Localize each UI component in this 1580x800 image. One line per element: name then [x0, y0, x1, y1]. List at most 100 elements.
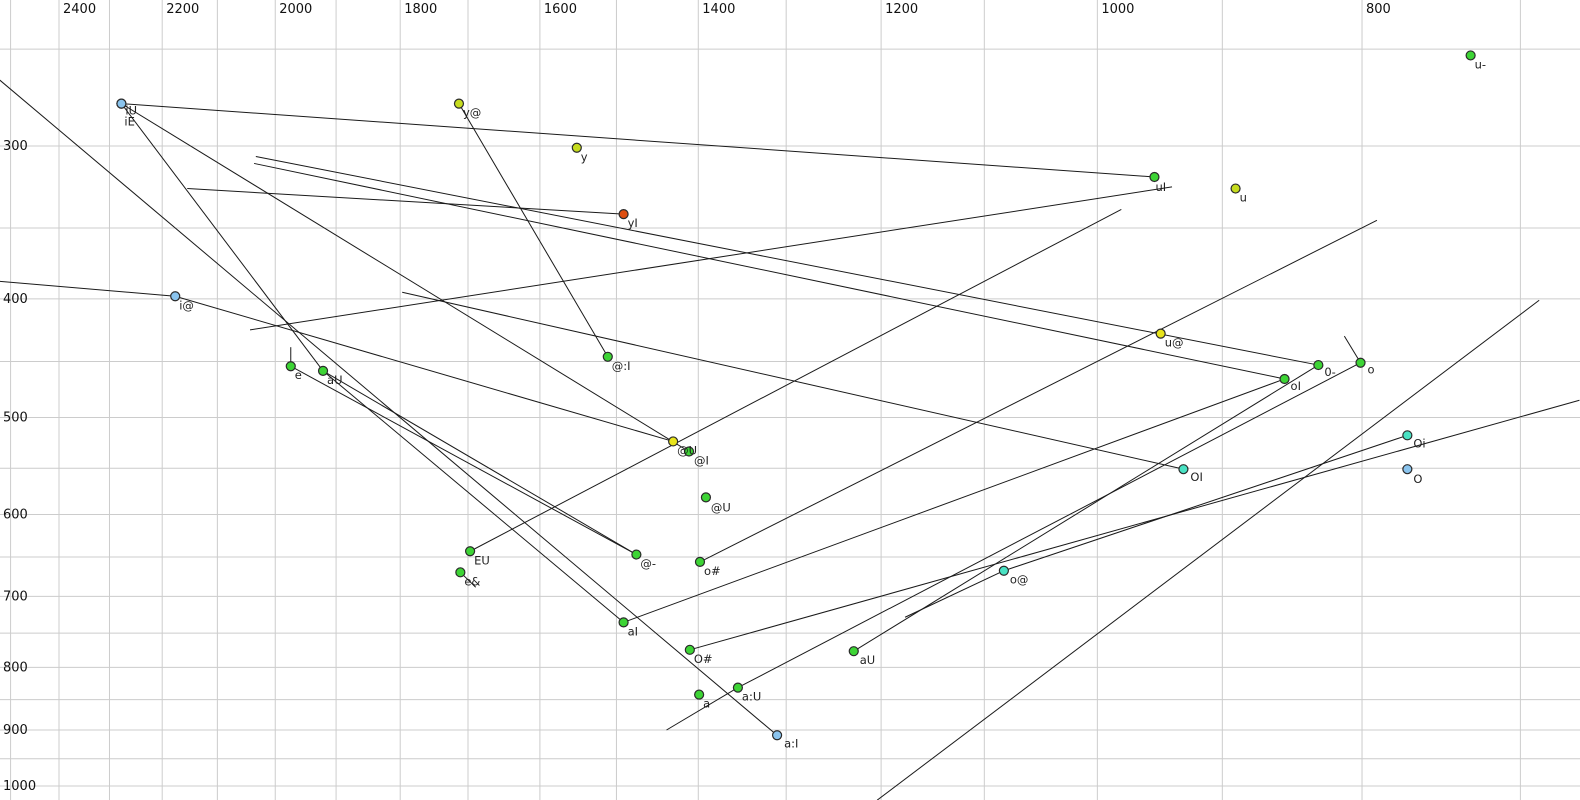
vowel-point-o#[interactable] — [694, 556, 706, 567]
vowel-point-O[interactable] — [1402, 464, 1413, 475]
vowel-label-O#: O# — [694, 652, 713, 666]
trajectory-line — [689, 399, 1580, 651]
trajectory-line — [175, 295, 674, 442]
vowel-point-u[interactable] — [1230, 183, 1241, 194]
vowel-label-iE: iE — [124, 115, 134, 129]
trajectory-line — [290, 365, 637, 555]
vowel-label-EU: EU — [474, 553, 490, 567]
vowel-point-y@[interactable] — [453, 98, 465, 109]
vowel-point-e&[interactable] — [455, 567, 466, 578]
vowel-label-y@: y@ — [463, 106, 481, 120]
vowel-label-e: e — [295, 368, 302, 382]
vowel-label-@I: @I — [694, 454, 709, 468]
vowel-label-@:I: @:I — [612, 359, 631, 373]
y-tick-label-900: 900 — [3, 723, 28, 738]
vowel-point-e[interactable] — [285, 361, 296, 372]
vowel-point-a:U[interactable] — [732, 682, 744, 693]
trajectory-line — [0, 280, 176, 297]
vowel-label-u@: u@ — [1165, 336, 1184, 350]
vowel-point-@I[interactable] — [683, 446, 695, 457]
y-tick-label-800: 800 — [3, 660, 28, 675]
trajectory-line — [120, 103, 324, 372]
vowel-point-@U[interactable] — [668, 436, 679, 447]
y-tick-label-300: 300 — [3, 139, 28, 154]
trajectory-line — [253, 162, 1285, 380]
x-tick-label-2200: 2200 — [166, 2, 199, 17]
vowel-label-o#: o# — [704, 564, 721, 578]
vowel-label-aI: aI — [628, 624, 638, 638]
vowel-point-oI[interactable] — [1279, 373, 1290, 385]
trajectory-line — [699, 219, 1378, 563]
trajectory-line — [737, 362, 1361, 689]
trajectory-line — [853, 364, 1319, 652]
vowel-point-aU[interactable] — [317, 365, 329, 377]
vowel-point-a:I[interactable] — [771, 730, 783, 741]
trajectory-line — [322, 370, 637, 555]
y-tick-label-1000: 1000 — [3, 779, 36, 794]
vowel-point-O#[interactable] — [684, 644, 695, 655]
vowel-label-aU: aU — [327, 373, 342, 387]
vowel-point-@U[interactable] — [700, 492, 712, 503]
vowel-point-0-[interactable] — [1313, 359, 1324, 371]
vowel-label-o@: o@ — [1010, 573, 1029, 587]
trajectory-line — [458, 103, 609, 358]
vowel-point-@-[interactable] — [631, 549, 642, 560]
trajectory-line — [255, 156, 1319, 366]
x-tick-label-1000: 1000 — [1101, 2, 1134, 17]
vowel-label-a:I: a:I — [784, 736, 798, 750]
vowel-point-a[interactable] — [694, 689, 705, 700]
trajectory-line — [402, 291, 1184, 470]
trajectory-line — [904, 570, 1005, 618]
vowel-point-o@[interactable] — [998, 565, 1009, 576]
vowel-label-yI: yI — [628, 216, 638, 230]
trajectory-line — [187, 188, 624, 215]
vowel-point-u@[interactable] — [1155, 328, 1166, 339]
trajectory-line — [469, 208, 1122, 552]
vowel-point-OI[interactable] — [1178, 464, 1189, 475]
vowel-label-@U: @U — [711, 500, 731, 514]
vowel-label-u: u — [1240, 191, 1247, 205]
x-tick-label-2400: 2400 — [63, 2, 96, 17]
y-tick-label-400: 400 — [3, 292, 28, 307]
vowel-point-y[interactable] — [571, 142, 582, 153]
vowel-label-a: a — [703, 697, 710, 711]
vowel-label-a:U: a:U — [742, 690, 761, 704]
trajectory-line — [121, 103, 690, 452]
x-tick-label-1600: 1600 — [544, 2, 577, 17]
y-tick-label-500: 500 — [3, 411, 28, 426]
vowel-label-i@: i@ — [179, 298, 194, 312]
y-tick-label-700: 700 — [3, 589, 28, 604]
trajectory-line — [249, 186, 1173, 331]
x-tick-label-1400: 1400 — [702, 2, 735, 17]
vowel-label-iU: iU — [125, 104, 137, 118]
vowel-label-uI: uI — [1155, 180, 1166, 194]
trajectory-line — [876, 299, 1540, 800]
vowel-point-@:I[interactable] — [602, 351, 613, 362]
vowel-point-Oi[interactable] — [1402, 430, 1413, 441]
vowel-point-aU[interactable] — [848, 646, 859, 657]
vowel-label-e&: e& — [464, 574, 480, 588]
vowel-point-iE[interactable] — [116, 98, 127, 109]
vowel-label-@-: @- — [640, 557, 656, 571]
vowel-point-aI[interactable] — [618, 617, 629, 628]
axis-tick-labels: 2400 2200 2000 1800 1600 1400 1200 1000 800 300 40… — [3, 2, 1391, 794]
y-tick-label-600: 600 — [3, 507, 28, 522]
trajectory-line — [666, 687, 739, 731]
vowel-point-o[interactable] — [1355, 357, 1366, 368]
x-tick-label-1200: 1200 — [885, 2, 918, 17]
vowel-point-u-[interactable] — [1465, 50, 1476, 61]
vowel-label-oI: oI — [1291, 379, 1301, 393]
vowel-point-uI[interactable] — [1149, 171, 1160, 183]
trajectory-line — [322, 370, 624, 623]
trajectory-layer — [0, 79, 1580, 800]
vowel-label-@U: @U — [677, 443, 697, 457]
vowel-point-i@[interactable] — [170, 291, 181, 302]
vowel-point-yI[interactable] — [618, 208, 629, 220]
vowel-point-EU[interactable] — [464, 546, 476, 557]
vowel-label-y: y — [581, 150, 588, 164]
vowel-label-o: o — [1368, 363, 1375, 377]
vowel-label-O: O — [1413, 472, 1422, 486]
